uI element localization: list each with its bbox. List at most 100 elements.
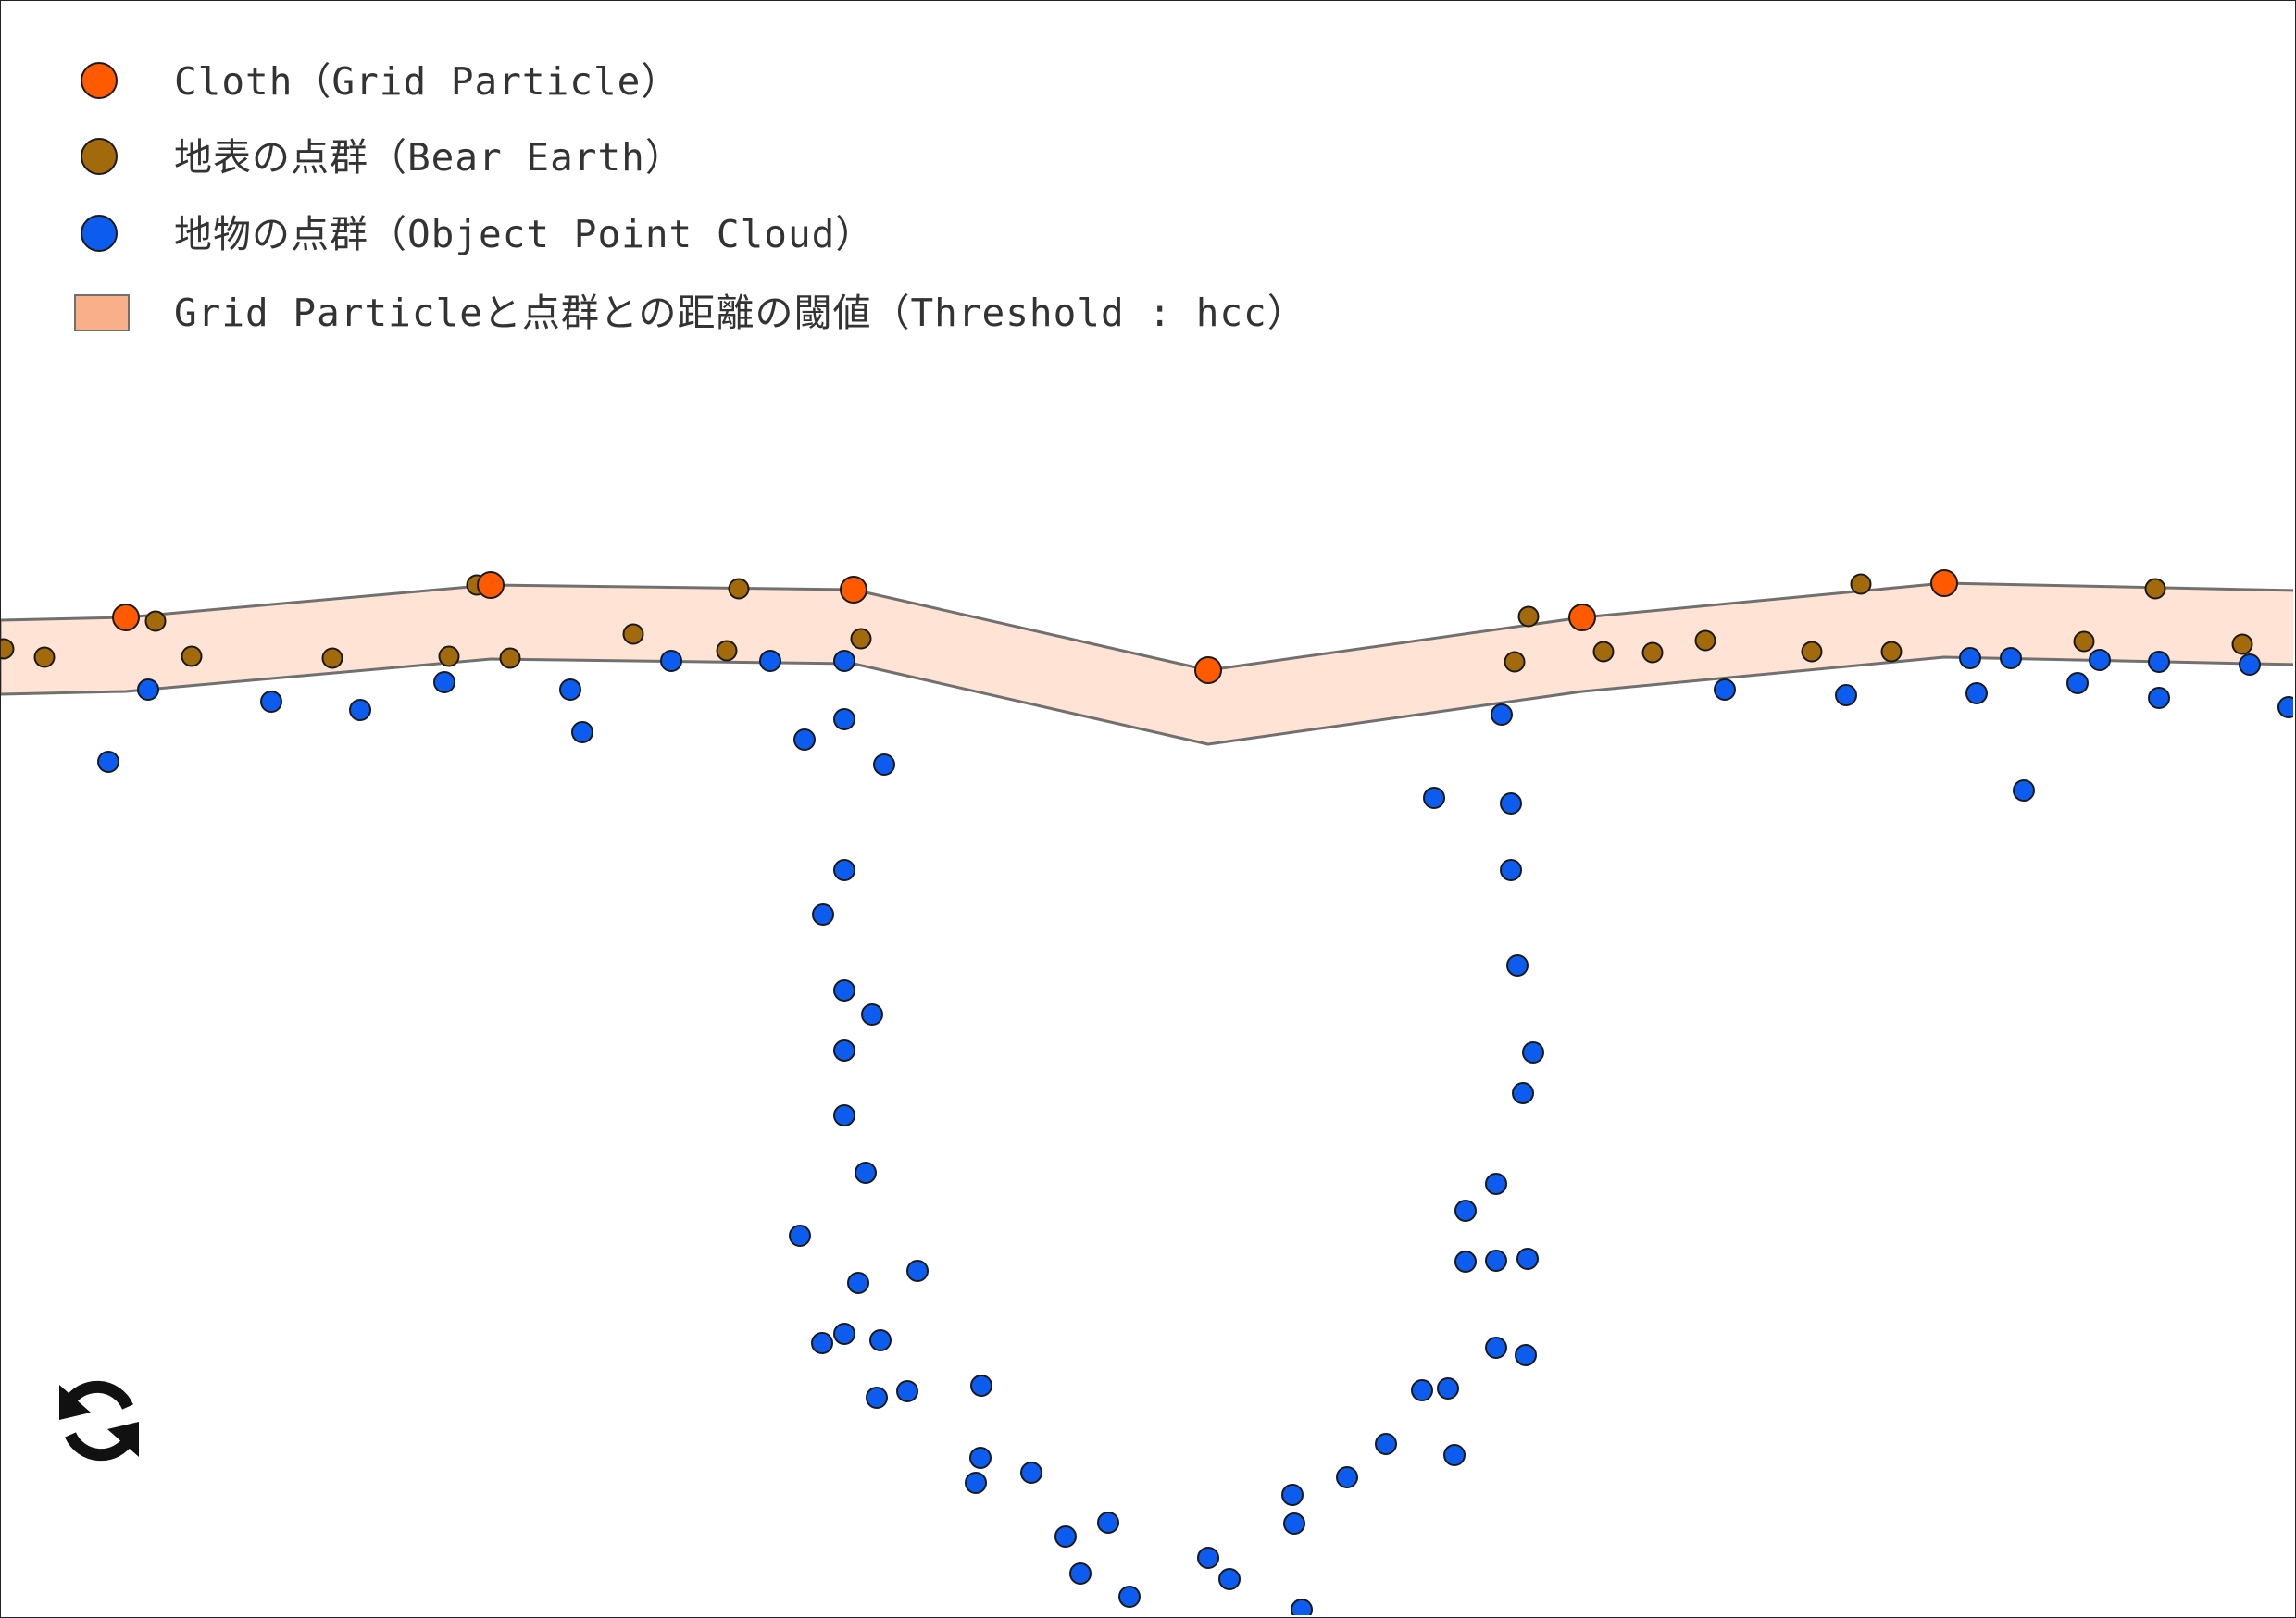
object-point (1443, 1444, 1466, 1466)
cloth-particle (477, 571, 505, 599)
object-point (1118, 1586, 1141, 1608)
object-point (1485, 1173, 1507, 1195)
object-point (847, 1272, 869, 1294)
object-point (1835, 684, 1857, 706)
bare-earth-point (1801, 641, 1823, 663)
bare-earth-point (716, 640, 738, 662)
threshold-band (1, 581, 2293, 746)
object-point (1506, 954, 1529, 977)
bare-earth-points (1, 573, 2253, 673)
object-point (2148, 687, 2170, 709)
object-point (833, 708, 855, 730)
object-point (97, 751, 119, 773)
bare-earth-point (1504, 651, 1526, 673)
object-point (1054, 1525, 1077, 1548)
bare-earth-point (728, 578, 750, 600)
object-point (137, 678, 159, 701)
object-point (833, 1039, 855, 1062)
object-point (811, 1332, 833, 1354)
object-point (1336, 1466, 1358, 1488)
bare-earth-point (850, 628, 872, 650)
object-point (2148, 651, 2170, 673)
object-point (1515, 1344, 1537, 1366)
object-point (965, 1472, 987, 1494)
object-point (855, 1162, 877, 1184)
object-point (559, 678, 581, 701)
object-point (1516, 1248, 1539, 1270)
bare-earth-point (144, 610, 167, 632)
object-point (1485, 1250, 1507, 1272)
object-point (833, 859, 855, 881)
object-point (1485, 1337, 1507, 1359)
object-point (1281, 1484, 1304, 1506)
object-point (869, 1329, 892, 1351)
object-point (1291, 1599, 1313, 1615)
object-point (866, 1387, 888, 1409)
object-point (812, 903, 834, 926)
bare-earth-point (1517, 605, 1540, 628)
object-points (97, 647, 2293, 1615)
object-point (759, 650, 781, 672)
object-point (1218, 1568, 1241, 1590)
object-point (1512, 1082, 1534, 1104)
object-point (260, 691, 282, 713)
bare-earth-point (622, 623, 644, 645)
object-point (1437, 1377, 1459, 1400)
bare-earth-point (181, 645, 203, 667)
bare-earth-point (1641, 641, 1664, 664)
cloth-symbol (81, 62, 118, 99)
object-point (2066, 672, 2089, 694)
object-point (1714, 678, 1736, 701)
cloth-particle (1194, 656, 1222, 684)
cloth-particle (112, 604, 140, 631)
bare-earth-point (321, 647, 343, 669)
object-point (1522, 1041, 1544, 1064)
object-point (433, 671, 455, 693)
object-point (969, 1447, 992, 1469)
object-point (833, 979, 855, 1002)
object-point (1454, 1200, 1477, 1222)
bare-earth-point (1, 638, 15, 660)
bare-earth-point (2144, 578, 2166, 600)
object-point (1375, 1433, 1397, 1455)
bare-earth-point (1592, 641, 1615, 663)
object-point (1454, 1251, 1477, 1273)
object-point (1500, 859, 1522, 881)
object-point (833, 1323, 855, 1345)
cloth-particle (840, 576, 867, 604)
object-point (873, 753, 895, 776)
bare-earth-point (1694, 629, 1716, 652)
bare-earth-point (33, 646, 56, 668)
legend-label-object: 地物の点群（Object Point Cloud） (174, 212, 875, 256)
cloth-particles (112, 569, 1958, 684)
object-point (1500, 792, 1522, 815)
bare-earth-point (2231, 633, 2253, 655)
threshold-symbol (74, 294, 130, 331)
object-symbol (81, 215, 118, 252)
cloth-particle (1568, 604, 1596, 631)
object-point (1423, 787, 1445, 809)
object-point (833, 650, 855, 672)
object-point (1020, 1462, 1042, 1484)
object-point (970, 1375, 992, 1397)
bare-earth-symbol (81, 138, 118, 175)
object-point (833, 1104, 855, 1126)
object-point (571, 721, 593, 743)
object-point (349, 699, 371, 721)
object-point (861, 1003, 883, 1026)
object-point (2000, 647, 2022, 669)
legend-label-cloth: Cloth（Grid Particle） (174, 59, 680, 104)
object-point (1959, 647, 1981, 669)
legend-label-bare-earth: 地表の点群（Bear Earth） (174, 135, 684, 180)
object-point (906, 1260, 929, 1282)
object-point (660, 650, 682, 672)
object-point (1097, 1512, 1119, 1534)
refresh-icon[interactable] (48, 1370, 150, 1472)
object-point (1411, 1379, 1433, 1401)
object-point (2089, 649, 2111, 671)
object-point (2277, 696, 2293, 718)
object-point (789, 1225, 811, 1247)
object-point (1491, 703, 1513, 726)
